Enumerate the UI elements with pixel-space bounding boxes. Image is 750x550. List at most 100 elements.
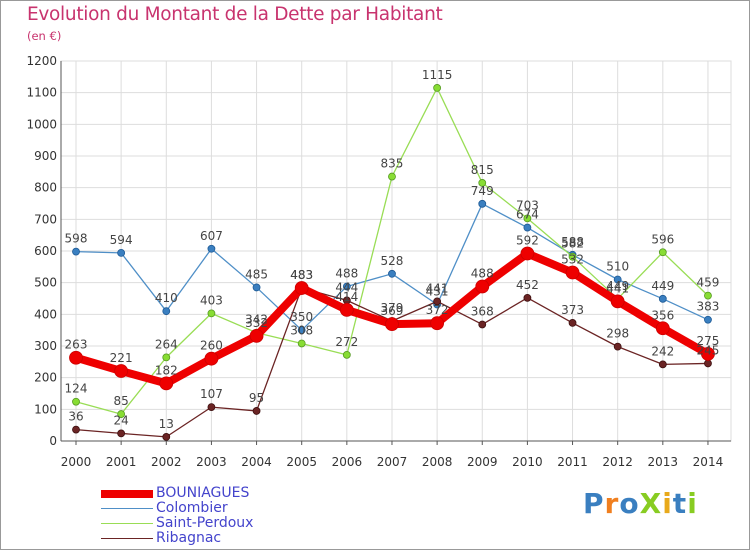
logo-letter: P (583, 487, 605, 520)
data-point-colombier (252, 283, 261, 292)
data-label-colombier: 431 (426, 285, 449, 299)
data-point-ribagnac (162, 432, 171, 441)
data-label-bouniagues: 483 (290, 268, 313, 282)
x-tick-label: 2013 (648, 455, 679, 469)
data-point-colombier (207, 244, 216, 253)
logo-letter: t (672, 487, 688, 520)
data-label-saint-perdoux: 582 (561, 237, 584, 251)
data-label-saint-perdoux: 124 (65, 382, 88, 396)
data-point-saint-perdoux (658, 248, 667, 257)
legend-label: Colombier (156, 500, 228, 516)
data-label-ribagnac: 483 (290, 268, 313, 282)
logo-letter: r (604, 487, 620, 520)
data-label-ribagnac: 13 (159, 417, 174, 431)
y-tick-label: 600 (34, 244, 57, 258)
data-label-bouniagues: 414 (335, 290, 358, 304)
data-point-saint-perdoux (207, 309, 216, 318)
data-point-colombier (704, 315, 712, 324)
data-label-saint-perdoux: 85 (113, 394, 128, 408)
x-tick-label: 2006 (332, 455, 363, 469)
data-point-ribagnac (568, 318, 577, 327)
data-label-colombier: 485 (245, 267, 268, 281)
logo-letter: i (662, 487, 673, 520)
data-point-saint-perdoux (388, 172, 396, 181)
data-point-bouniagues (610, 294, 625, 309)
data-point-ribagnac (117, 429, 126, 438)
data-label-saint-perdoux: 596 (651, 232, 674, 246)
x-tick-label: 2004 (241, 455, 272, 469)
legend-swatch (101, 507, 153, 510)
data-label-saint-perdoux: 308 (290, 323, 313, 337)
data-label-colombier: 350 (290, 310, 313, 324)
data-label-ribagnac: 245 (697, 343, 720, 357)
y-tick-label: 900 (34, 149, 57, 163)
data-label-bouniagues: 356 (651, 308, 674, 322)
data-point-colombier (162, 307, 171, 316)
data-label-bouniagues: 263 (65, 338, 88, 352)
data-label-ribagnac: 444 (335, 280, 358, 294)
data-point-saint-perdoux (162, 353, 171, 362)
data-point-ribagnac (704, 359, 712, 368)
data-point-bouniagues (701, 347, 715, 361)
legend-swatch (101, 537, 153, 540)
data-label-ribagnac: 373 (561, 303, 584, 317)
data-point-saint-perdoux (704, 291, 712, 300)
data-label-bouniagues: 221 (110, 351, 133, 365)
legend-label: Ribagnac (156, 530, 222, 546)
logo-letter: X (639, 487, 663, 520)
data-label-bouniagues: 275 (697, 334, 720, 348)
logo-letter: i (687, 487, 698, 520)
x-tick-label: 2000 (61, 455, 92, 469)
data-point-colombier (478, 199, 487, 208)
data-point-ribagnac (207, 403, 216, 412)
data-label-bouniagues: 260 (200, 339, 223, 353)
data-point-saint-perdoux (117, 410, 126, 418)
data-label-colombier: 528 (381, 254, 404, 268)
data-label-colombier: 598 (65, 232, 88, 246)
data-label-colombier: 488 (335, 266, 358, 280)
data-point-saint-perdoux (478, 179, 487, 187)
data-point-ribagnac (478, 320, 487, 329)
y-tick-label: 700 (34, 212, 57, 226)
data-point-colombier (72, 247, 80, 256)
data-point-bouniagues (655, 321, 670, 336)
y-tick-label: 1000 (26, 117, 57, 131)
legend-label: Saint-Perdoux (156, 515, 254, 531)
data-label-saint-perdoux: 1115 (422, 68, 453, 82)
legend-swatch (101, 489, 153, 498)
y-tick-label: 500 (34, 276, 57, 290)
data-point-bouniagues (69, 350, 83, 365)
data-label-bouniagues: 441 (606, 281, 629, 295)
data-label-bouniagues: 592 (516, 234, 539, 248)
y-tick-label: 200 (34, 371, 57, 385)
x-tick-label: 2009 (467, 455, 498, 469)
data-point-colombier (342, 282, 351, 291)
data-label-colombier: 510 (606, 260, 629, 274)
y-tick-label: 100 (34, 402, 57, 416)
data-label-ribagnac: 242 (651, 344, 674, 358)
data-point-bouniagues (294, 281, 309, 295)
data-label-saint-perdoux: 403 (200, 293, 223, 307)
data-label-colombier: 674 (516, 208, 539, 222)
data-label-colombier: 449 (651, 279, 674, 293)
data-label-ribagnac: 95 (249, 391, 264, 405)
x-tick-label: 2001 (106, 455, 137, 469)
legend-swatch (101, 522, 153, 525)
data-point-colombier (297, 326, 306, 335)
data-point-bouniagues (430, 316, 445, 331)
data-point-colombier (523, 223, 532, 232)
data-point-saint-perdoux (297, 339, 306, 348)
data-label-saint-perdoux: 703 (516, 198, 539, 212)
data-point-bouniagues (475, 279, 490, 294)
chart-unit-label: (en €) (27, 29, 62, 43)
data-label-ribagnac: 298 (606, 327, 629, 341)
x-tick-label: 2003 (196, 455, 227, 469)
x-tick-label: 2014 (693, 455, 724, 469)
data-point-bouniagues (565, 265, 580, 280)
data-point-saint-perdoux (342, 350, 351, 359)
data-label-colombier: 383 (697, 300, 720, 314)
data-point-colombier (117, 248, 126, 257)
y-tick-label: 1100 (26, 86, 57, 100)
